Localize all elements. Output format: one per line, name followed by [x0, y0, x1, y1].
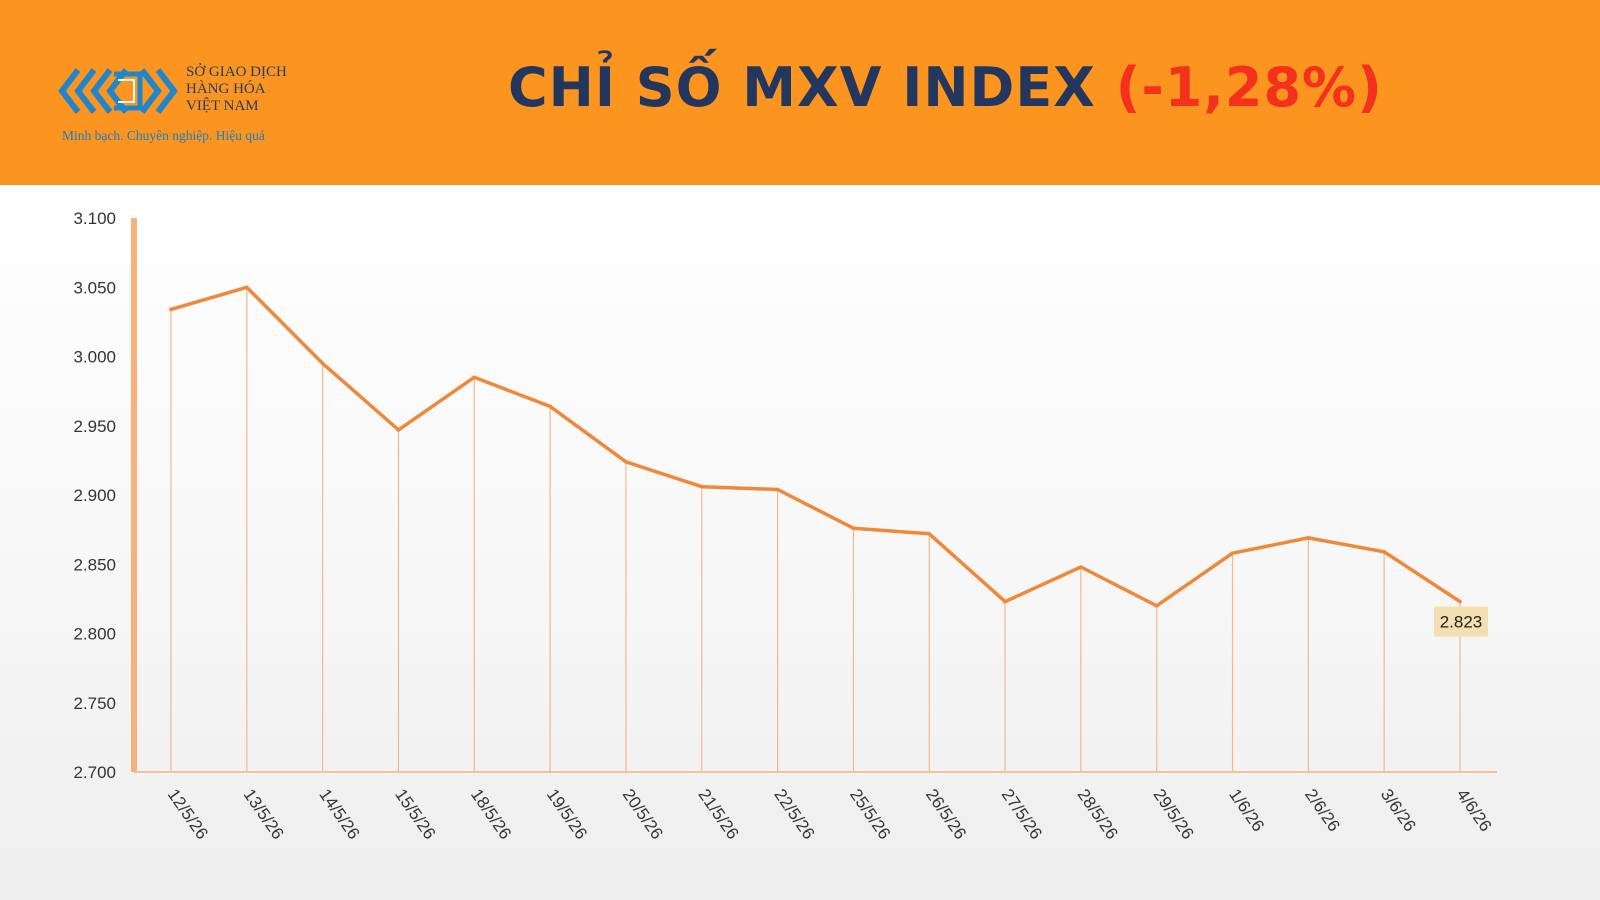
data-point — [548, 404, 552, 409]
x-tick-label: 12/5/26 — [164, 785, 212, 842]
x-tick-label: 1/6/26 — [1225, 785, 1268, 835]
data-point — [1306, 536, 1311, 540]
x-tick-label: 27/5/26 — [998, 785, 1046, 842]
x-tick-label: 14/5/26 — [315, 785, 363, 842]
y-tick-label: 3.050 — [73, 278, 116, 297]
logo-text-line2: HÀNG HÓA — [186, 81, 266, 97]
x-tick-label: 26/5/26 — [922, 785, 970, 842]
x-tick-label: 3/6/26 — [1377, 785, 1420, 835]
data-point — [1079, 565, 1083, 569]
x-tick-label: 21/5/26 — [694, 785, 742, 842]
y-tick-label: 2.700 — [73, 763, 116, 782]
title-text: CHỈ SỐ MXV INDEX — [508, 56, 1096, 119]
last-value-label: 2.823 — [1440, 613, 1483, 632]
y-tick-label: 2.750 — [73, 694, 116, 713]
logo-text-line3: VIỆT NAM — [186, 98, 259, 114]
x-tick-label: 4/6/26 — [1453, 785, 1496, 835]
title-change-percent: (-1,28%) — [1115, 56, 1383, 119]
y-tick-label: 2.900 — [73, 486, 116, 505]
x-tick-label: 2/6/26 — [1301, 785, 1344, 835]
x-tick-label: 25/5/26 — [846, 785, 894, 842]
y-tick-label: 2.850 — [73, 555, 116, 574]
header-banner: SỞ GIAO DỊCH HÀNG HÓA VIỆT NAM Minh bạch… — [0, 0, 1600, 185]
data-point — [1230, 551, 1235, 555]
logo-text-line1: SỞ GIAO DỊCH — [186, 64, 287, 80]
x-tick-label: 19/5/26 — [543, 785, 591, 842]
data-point — [1382, 549, 1386, 554]
data-point — [320, 361, 325, 366]
x-tick-label: 20/5/26 — [619, 785, 667, 842]
logo-slogan: Minh bạch. Chuyên nghiệp. Hiệu quả — [62, 128, 265, 143]
y-tick-label: 2.800 — [73, 625, 116, 644]
x-tick-label: 29/5/26 — [1149, 785, 1197, 842]
data-point — [624, 459, 628, 464]
last-value-label-bg — [1434, 606, 1488, 637]
data-point — [699, 484, 704, 489]
y-tick-label: 3.000 — [73, 348, 116, 367]
data-point — [1003, 599, 1007, 604]
data-point — [775, 487, 780, 492]
data-point — [245, 285, 249, 290]
data-point — [1458, 599, 1462, 604]
y-tick-label: 2.950 — [73, 417, 116, 436]
mxv-logo-icon — [58, 68, 178, 114]
x-tick-label: 15/5/26 — [391, 785, 439, 842]
data-point — [169, 307, 173, 312]
x-tick-label: 22/5/26 — [770, 785, 818, 842]
data-point — [1154, 604, 1159, 608]
data-point — [396, 428, 401, 432]
mxv-logo: SỞ GIAO DỊCH HÀNG HÓA VIỆT NAM Minh bạch… — [58, 58, 308, 148]
series-line-mxv-index — [169, 285, 1462, 608]
y-tick-label: 3.100 — [73, 209, 116, 228]
data-point — [472, 375, 477, 380]
y-axis-line — [131, 218, 137, 772]
x-tick-label: 18/5/26 — [467, 785, 515, 842]
x-tick-label: 13/5/26 — [240, 785, 288, 842]
data-point — [851, 526, 856, 531]
x-tick-label: 28/5/26 — [1074, 785, 1122, 842]
page-title: CHỈ SỐ MXV INDEX (-1,28%) — [508, 50, 1383, 125]
data-point — [927, 531, 932, 536]
